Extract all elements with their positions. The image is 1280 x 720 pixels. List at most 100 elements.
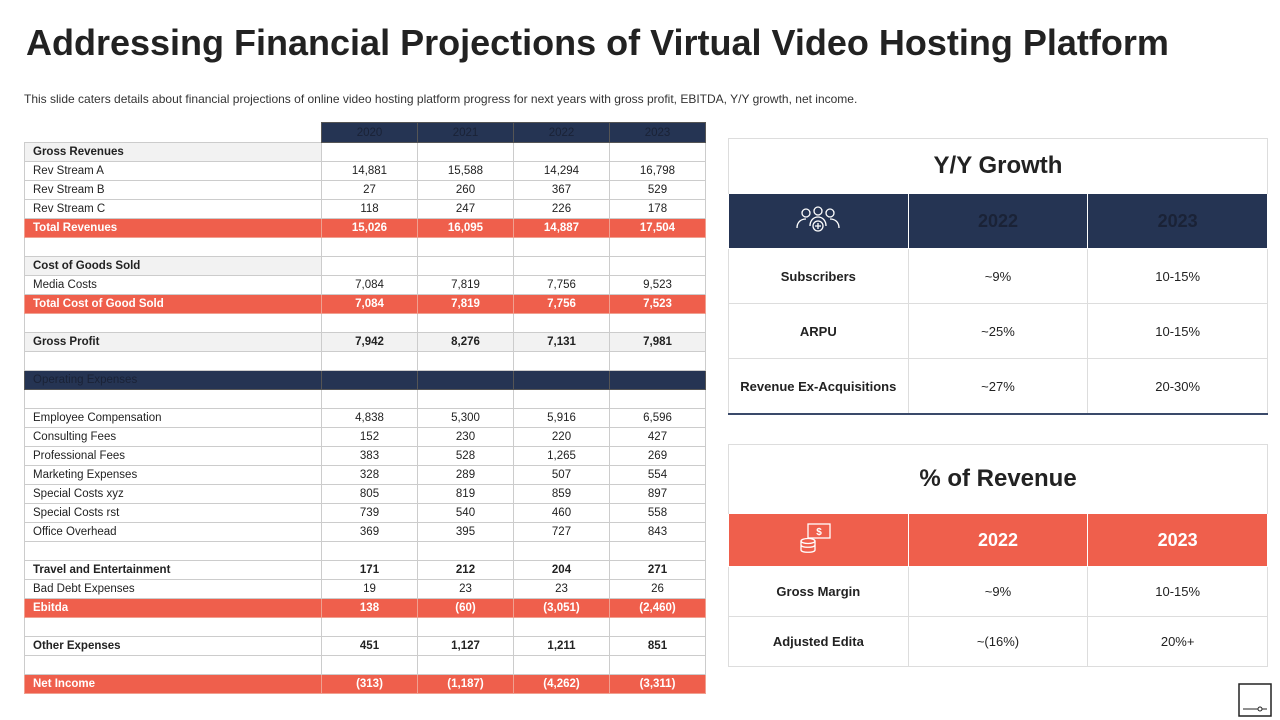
value-cell: 9,523	[609, 275, 706, 295]
value-cell: (3,051)	[513, 598, 610, 618]
table-row: Total Revenues 15,026 16,095 14,887 17,504	[24, 218, 706, 238]
blank-row	[24, 389, 706, 409]
table-row: Special Costs xyz 805 819 859 897	[24, 484, 706, 504]
table-row: Adjusted Edita ~(16%) 20%+	[728, 616, 1268, 667]
value-cell: 427	[609, 427, 706, 447]
value-cell: 328	[321, 465, 418, 485]
row-label: Employee Compensation	[24, 408, 322, 428]
value-cell: 1,127	[417, 636, 514, 656]
table-title: % of Revenue	[728, 444, 1268, 514]
row-label: Operating Expenses	[24, 370, 322, 390]
row-label: Revenue Ex-Acquisitions	[728, 358, 909, 415]
row-label: Gross Profit	[24, 332, 322, 352]
value-cell: 7,819	[417, 275, 514, 295]
blank-row	[24, 541, 706, 561]
value-cell: 138	[321, 598, 418, 618]
row-label: Consulting Fees	[24, 427, 322, 447]
value-cell: 226	[513, 199, 610, 219]
table-row: Operating Expenses	[24, 370, 706, 390]
value-cell: 540	[417, 503, 514, 523]
value-cell: 26	[609, 579, 706, 599]
blank-cell	[24, 351, 322, 371]
value-cell: 118	[321, 199, 418, 219]
table-row: Other Expenses 451 1,127 1,211 851	[24, 636, 706, 656]
blank-cell	[321, 617, 418, 637]
value-cell: 16,095	[417, 218, 514, 238]
blank-cell	[609, 256, 706, 276]
blank-cell	[609, 541, 706, 561]
blank-cell	[609, 370, 706, 390]
blank-cell	[24, 617, 322, 637]
row-label: Professional Fees	[24, 446, 322, 466]
value-cell: 220	[513, 427, 610, 447]
value-cell: 15,026	[321, 218, 418, 238]
blank-cell	[321, 351, 418, 371]
blank-cell	[417, 237, 514, 257]
blank-row	[24, 237, 706, 257]
header-row: $2022 2023	[728, 513, 1268, 567]
blank-cell	[609, 313, 706, 333]
blank-cell	[24, 313, 322, 333]
table-row: Gross Margin ~9% 10-15%	[728, 566, 1268, 617]
value-cell: 212	[417, 560, 514, 580]
table-row: Media Costs 7,084 7,819 7,756 9,523	[24, 275, 706, 295]
blank-cell	[513, 142, 610, 162]
row-label: Media Costs	[24, 275, 322, 295]
table-row: Total Cost of Good Sold 7,084 7,819 7,756 7,…	[24, 294, 706, 314]
financial-table: 2020 2021 2022 2023 Gross Revenues Rev Stream…	[24, 122, 706, 694]
blank-cell	[321, 655, 418, 675]
value-cell: 230	[417, 427, 514, 447]
blank-cell	[513, 617, 610, 637]
blank-cell	[417, 370, 514, 390]
blank-cell	[24, 655, 322, 675]
table-row: Subscribers ~9% 10-15%	[728, 248, 1268, 304]
value-cell: 19	[321, 579, 418, 599]
blank-row	[24, 655, 706, 675]
table-row: Gross Revenues	[24, 142, 706, 162]
year-header: 2022	[513, 122, 610, 143]
value-cell: 528	[417, 446, 514, 466]
value-cell: 897	[609, 484, 706, 504]
blank-cell	[513, 370, 610, 390]
value-cell: 23	[513, 579, 610, 599]
value-cell: 7,523	[609, 294, 706, 314]
value-cell: 7,756	[513, 275, 610, 295]
subtitle: This slide caters details about financia…	[24, 92, 858, 106]
header-row: 2022 2023	[728, 193, 1268, 249]
title-row: % of Revenue	[728, 444, 1268, 514]
value-cell: 1,211	[513, 636, 610, 656]
table-row: Rev Stream B 27 260 367 529	[24, 180, 706, 200]
blank-cell	[513, 541, 610, 561]
value-cell: 7,084	[321, 294, 418, 314]
blank-cell	[24, 122, 322, 143]
table-row: Office Overhead 369 395 727 843	[24, 522, 706, 542]
value-cell: 843	[609, 522, 706, 542]
year-header: 2023	[1087, 513, 1268, 567]
table-row: Bad Debt Expenses 19 23 23 26	[24, 579, 706, 599]
value-cell: 27	[321, 180, 418, 200]
value-cell: 10-15%	[1087, 248, 1268, 304]
value-cell: 805	[321, 484, 418, 504]
value-cell: 23	[417, 579, 514, 599]
blank-cell	[609, 389, 706, 409]
value-cell: 20-30%	[1087, 358, 1268, 415]
table-row: Rev Stream C 118 247 226 178	[24, 199, 706, 219]
value-cell: 7,131	[513, 332, 610, 352]
value-cell: 5,300	[417, 408, 514, 428]
blank-cell	[417, 142, 514, 162]
blank-cell	[321, 237, 418, 257]
blank-cell	[24, 541, 322, 561]
year-header: 2021	[417, 122, 514, 143]
blank-cell	[321, 142, 418, 162]
value-cell: 8,276	[417, 332, 514, 352]
blank-cell	[417, 389, 514, 409]
row-label: Gross Revenues	[24, 142, 322, 162]
blank-cell	[417, 617, 514, 637]
row-label: Rev Stream A	[24, 161, 322, 181]
value-cell: 6,596	[609, 408, 706, 428]
value-cell: 1,265	[513, 446, 610, 466]
blank-cell	[513, 256, 610, 276]
blank-cell	[321, 389, 418, 409]
value-cell: ~(16%)	[907, 616, 1089, 667]
blank-cell	[417, 351, 514, 371]
